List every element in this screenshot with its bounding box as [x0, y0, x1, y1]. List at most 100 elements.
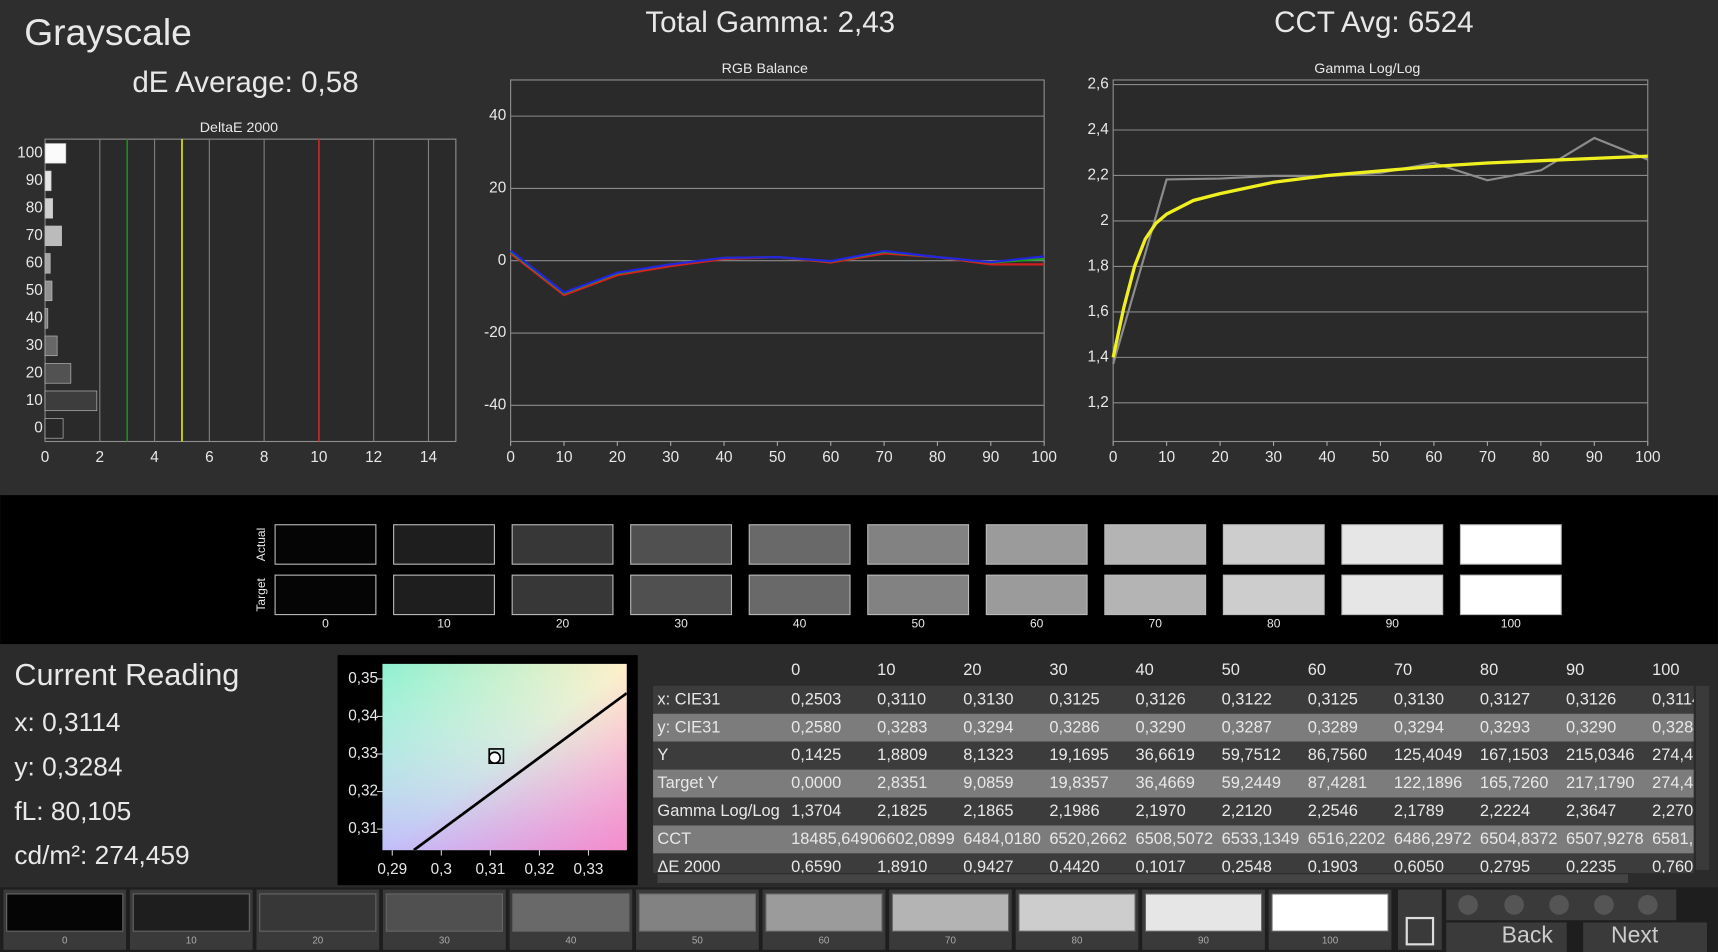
- cell: 165,7260: [1480, 774, 1549, 792]
- cell: 0,2795: [1480, 858, 1530, 876]
- x-tick-label: 70: [1479, 449, 1496, 466]
- swatch: [985, 574, 1088, 616]
- icon: [1405, 916, 1435, 946]
- next-label[interactable]: Next: [1611, 922, 1659, 948]
- x-tick-label: 90: [1586, 449, 1603, 466]
- y-tick-label: 1,6: [1087, 303, 1108, 320]
- icon[interactable]: [1594, 895, 1614, 915]
- scrollbar[interactable]: [1695, 685, 1710, 870]
- swatch-level: 60: [1030, 617, 1044, 631]
- swatch-level: 0: [322, 617, 329, 631]
- row-label: Actual: [254, 528, 268, 561]
- cell: 59,2449: [1222, 774, 1281, 792]
- cell: 2,1865: [963, 802, 1013, 820]
- y-tick-label: -20: [484, 324, 506, 341]
- swatch: [1341, 524, 1444, 565]
- level-label: 0: [62, 936, 68, 947]
- reading-title: Current Reading: [14, 658, 239, 692]
- level-swatch: [259, 893, 377, 932]
- cell: 0,3284: [1652, 718, 1702, 736]
- column-header: 10: [877, 661, 895, 679]
- y-tick-label: 1,4: [1087, 348, 1109, 365]
- swatch: [274, 574, 377, 616]
- icon[interactable]: [1458, 895, 1478, 915]
- cell: 2,2700: [1652, 802, 1702, 820]
- x-tick-label: 0: [506, 449, 515, 466]
- swatch: [1459, 524, 1562, 565]
- swatch: [393, 524, 495, 565]
- swatch-level: 70: [1149, 617, 1163, 631]
- icon[interactable]: [1549, 895, 1569, 915]
- page-title: Grayscale: [24, 11, 192, 53]
- column-header: 20: [963, 661, 981, 679]
- back-button[interactable]: [1446, 922, 1567, 952]
- cell: 0,3125: [1049, 690, 1099, 708]
- x-tick-label: 70: [876, 449, 893, 466]
- table-header: [653, 657, 1694, 685]
- row-label: CCT: [657, 830, 691, 848]
- cell: 18485,6490: [791, 830, 878, 848]
- swatch: [630, 574, 733, 616]
- y-tick-label: 0: [498, 252, 507, 269]
- cell: 0,3110: [877, 690, 926, 708]
- swatch: [511, 524, 614, 565]
- scrollbar[interactable]: [657, 874, 1629, 883]
- x-tick-label: 0: [1109, 449, 1118, 466]
- icon[interactable]: [1504, 895, 1524, 915]
- level-swatch: [638, 893, 757, 932]
- x-tick-label: 20: [1212, 449, 1229, 466]
- swatch: [511, 574, 614, 616]
- y-tick-label: 2: [1100, 212, 1109, 229]
- cell: 274,4590: [1652, 774, 1718, 792]
- column-header: 70: [1394, 661, 1412, 679]
- cell: 36,6619: [1136, 746, 1195, 764]
- column-header: 100: [1652, 661, 1679, 679]
- level-label: 50: [692, 936, 703, 947]
- y-tick-label: 100: [17, 144, 43, 161]
- cell: 6516,2202: [1308, 830, 1386, 848]
- x-tick-label: 0,3: [431, 861, 452, 878]
- cell: 9,0859: [963, 774, 1013, 792]
- cell: 0,2235: [1566, 858, 1616, 876]
- row-label: Target: [254, 577, 268, 611]
- y-tick-label: 20: [26, 364, 43, 381]
- cell: 2,1825: [877, 802, 927, 820]
- x-tick-label: 100: [1635, 449, 1661, 466]
- bar: [44, 308, 49, 329]
- x-tick-label: 0,32: [525, 861, 555, 878]
- table-row: [653, 825, 1694, 854]
- y-tick-label: 50: [26, 282, 43, 299]
- reading-marker: [488, 751, 501, 765]
- column-header: 50: [1222, 661, 1240, 679]
- cell: 2,1986: [1049, 802, 1099, 820]
- swatch: [274, 524, 377, 565]
- x-tick-label: 50: [1372, 449, 1389, 466]
- icon[interactable]: [1637, 895, 1658, 915]
- y-tick-label: 0,32: [348, 783, 378, 800]
- swatch: [985, 524, 1088, 565]
- cell: 0,2548: [1222, 858, 1272, 876]
- cell: 1,8809: [877, 746, 927, 764]
- column-header: 60: [1308, 661, 1326, 679]
- level-swatch: [891, 893, 1010, 932]
- x-tick-label: 0,29: [377, 861, 407, 878]
- next-button[interactable]: [1583, 922, 1707, 952]
- x-tick-label: 0,31: [475, 861, 505, 878]
- level-label: 10: [186, 936, 197, 947]
- back-label[interactable]: Back: [1502, 922, 1554, 948]
- x-tick-label: 40: [716, 449, 733, 466]
- cell: 0,3126: [1136, 690, 1186, 708]
- swatch-level: 30: [674, 617, 688, 631]
- x-tick-label: 40: [1318, 449, 1335, 466]
- cell: 6533,1349: [1222, 830, 1300, 848]
- cell: 0,3283: [877, 718, 927, 736]
- cell: 0,3114: [1652, 690, 1701, 708]
- cell: 6507,9278: [1566, 830, 1644, 848]
- y-tick-label: 1,2: [1087, 394, 1108, 411]
- stop-button[interactable]: [1397, 889, 1442, 950]
- swatch: [867, 524, 970, 565]
- row-label: Target Y: [657, 774, 718, 792]
- x-tick-label: 0,33: [574, 861, 604, 878]
- cell: 217,1790: [1566, 774, 1635, 792]
